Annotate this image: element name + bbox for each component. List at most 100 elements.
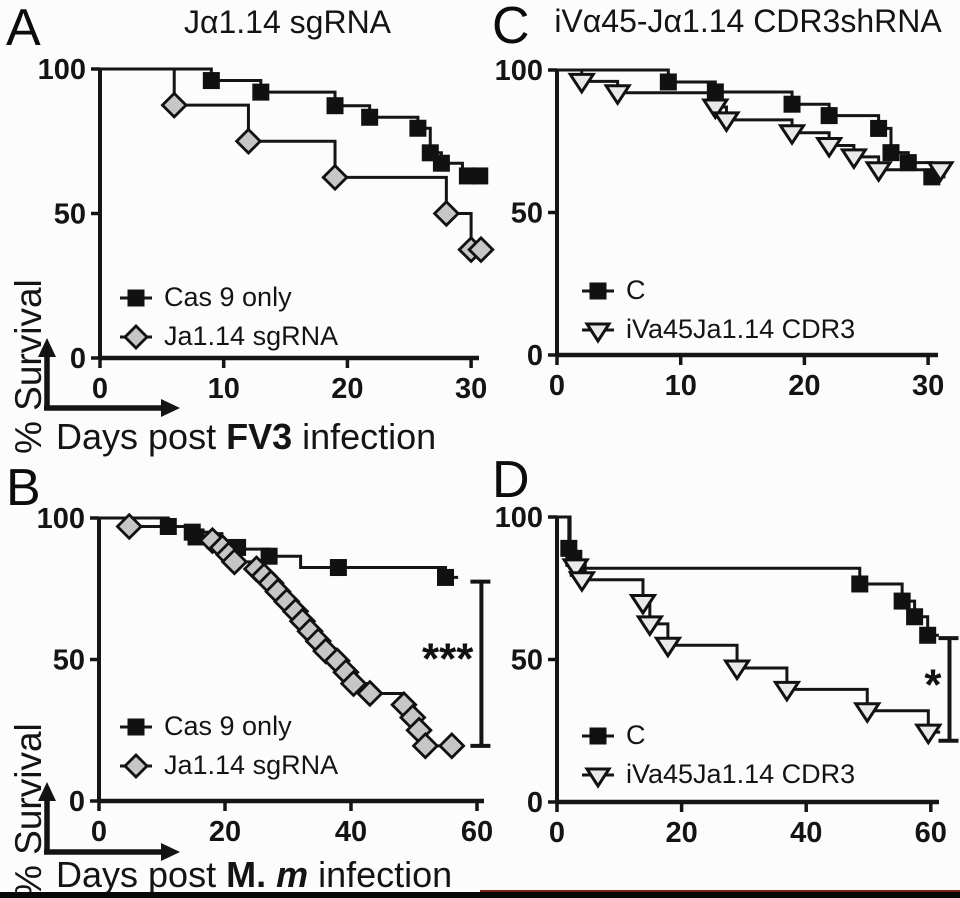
x-axis-label-part: M. bbox=[226, 854, 277, 895]
diamond-icon bbox=[123, 752, 149, 779]
significance-bracket bbox=[938, 636, 959, 743]
legend-item: Cas 9 only bbox=[117, 278, 338, 317]
diamond-marker-icon bbox=[467, 235, 495, 264]
legend-item: iVa45Ja1.14 CDR3 bbox=[579, 310, 855, 349]
square-marker-icon bbox=[706, 83, 724, 101]
diamond-marker-icon bbox=[220, 548, 249, 576]
y-tick-label: 0 bbox=[527, 340, 543, 372]
triangle-down-marker-icon bbox=[852, 702, 882, 725]
x-axis-label-part: FV3 bbox=[226, 416, 293, 457]
square-marker-icon bbox=[851, 575, 869, 593]
square-marker-icon bbox=[882, 144, 900, 162]
legend-item: Ja1.14 sgRNA bbox=[117, 746, 338, 785]
x-tick-label: 40 bbox=[790, 817, 822, 849]
triangle-down-marker-icon bbox=[712, 111, 741, 134]
triangle-down-marker-icon bbox=[839, 148, 869, 171]
diamond-marker-icon bbox=[160, 91, 188, 119]
diamond-icon bbox=[123, 323, 149, 350]
y-tick-label: 100 bbox=[495, 502, 543, 534]
triangle-down-icon bbox=[584, 767, 612, 789]
diamond-marker-icon bbox=[432, 199, 461, 228]
legend-label: Cas 9 only bbox=[164, 282, 292, 312]
square-marker-icon bbox=[783, 95, 801, 113]
chart-title-c: iVα45-Jα1.14 CDR3shRNA bbox=[554, 3, 942, 39]
y-tick-label: 0 bbox=[70, 343, 86, 375]
panel-label-a: A bbox=[6, 0, 41, 57]
y-axis-label-a: % Survival bbox=[8, 279, 49, 454]
y-tick-label: 0 bbox=[69, 786, 85, 818]
x-tick-label: 10 bbox=[208, 373, 240, 405]
legend-label: Ja1.14 sgRNA bbox=[164, 750, 339, 780]
square-marker-icon bbox=[870, 119, 888, 137]
triangle-down-icon bbox=[584, 322, 612, 344]
y-tick-label: 50 bbox=[511, 645, 543, 677]
square-marker-icon bbox=[471, 167, 489, 185]
x-axis-label-part: m bbox=[276, 854, 309, 895]
y-tick-label: 50 bbox=[54, 199, 86, 231]
legend-label: C bbox=[626, 275, 646, 305]
x-tick-label: 40 bbox=[335, 816, 367, 848]
x-axis-label-a: Days post FV3 infection bbox=[56, 416, 436, 458]
square-marker-icon bbox=[893, 592, 911, 610]
triangle-down-marker-icon bbox=[628, 594, 658, 616]
square-legend-marker-icon bbox=[120, 289, 152, 306]
diamond-marker-icon bbox=[321, 163, 349, 192]
panel-label-b: B bbox=[6, 459, 41, 517]
legend-a: Cas 9 only Ja1.14 sgRNA bbox=[117, 278, 338, 356]
x-tick-label: 0 bbox=[549, 817, 565, 849]
square-marker-icon bbox=[329, 559, 347, 577]
square-marker-icon bbox=[409, 119, 427, 137]
x-axis-label-part: infection bbox=[292, 416, 437, 457]
y-axis-label-b: % Survival bbox=[8, 723, 49, 898]
triangle-down-marker-icon bbox=[603, 84, 632, 107]
square-icon bbox=[127, 718, 145, 735]
triangle-down-marker-icon bbox=[567, 72, 597, 95]
triangle-down-marker-icon bbox=[653, 636, 683, 659]
triangle-down-marker-icon bbox=[864, 161, 893, 183]
square-marker-icon bbox=[159, 517, 177, 535]
legend-item: Cas 9 only bbox=[117, 707, 338, 746]
x-tick-label: 60 bbox=[915, 817, 947, 849]
y-tick-label: 100 bbox=[495, 55, 543, 87]
triangle-down-marker-icon bbox=[926, 161, 955, 183]
right-arrowhead-icon bbox=[161, 843, 180, 861]
square-legend-marker-icon bbox=[120, 718, 152, 735]
triangle-down-marker-icon bbox=[814, 137, 844, 159]
triangle-down-marker-icon bbox=[561, 558, 590, 581]
x-tick-label: 20 bbox=[331, 373, 363, 405]
y-tick-label: 0 bbox=[527, 787, 543, 819]
x-tick-label: 0 bbox=[92, 373, 108, 405]
up-arrowhead-icon bbox=[38, 782, 56, 801]
square-marker-icon bbox=[252, 83, 270, 101]
y-tick-label: 50 bbox=[53, 645, 85, 677]
right-arrowhead-icon bbox=[161, 399, 180, 417]
panel-label-d: D bbox=[492, 451, 530, 509]
diamond-marker-icon bbox=[115, 512, 144, 541]
triangle-down-marker-icon bbox=[701, 98, 730, 121]
significance-label: *** bbox=[422, 635, 474, 684]
legend-label: Cas 9 only bbox=[164, 711, 292, 741]
x-tick-label: 30 bbox=[455, 373, 487, 405]
diamond-marker-icon bbox=[339, 669, 368, 698]
x-axis-label-part: Days post bbox=[56, 416, 227, 457]
x-tick-label: 20 bbox=[209, 816, 241, 848]
x-tick-label: 30 bbox=[912, 370, 944, 402]
x-tick-label: 0 bbox=[549, 370, 565, 402]
x-tick-label: 20 bbox=[665, 817, 697, 849]
survival-curve bbox=[557, 515, 939, 637]
legend-label: iVa45Ja1.14 CDR3 bbox=[626, 314, 856, 344]
diamond-legend-marker-icon bbox=[120, 752, 152, 779]
up-arrowhead-icon bbox=[38, 338, 56, 357]
triangle-down-marker-icon bbox=[567, 571, 597, 593]
triangle-down-marker-icon bbox=[635, 615, 665, 638]
survival-curve bbox=[557, 515, 941, 734]
x-tick-label: 0 bbox=[91, 816, 107, 848]
legend-label: C bbox=[626, 720, 646, 750]
square-marker-icon bbox=[899, 154, 917, 172]
x-tick-label: 60 bbox=[461, 816, 493, 848]
square-icon bbox=[589, 282, 607, 299]
square-marker-icon bbox=[437, 568, 454, 586]
